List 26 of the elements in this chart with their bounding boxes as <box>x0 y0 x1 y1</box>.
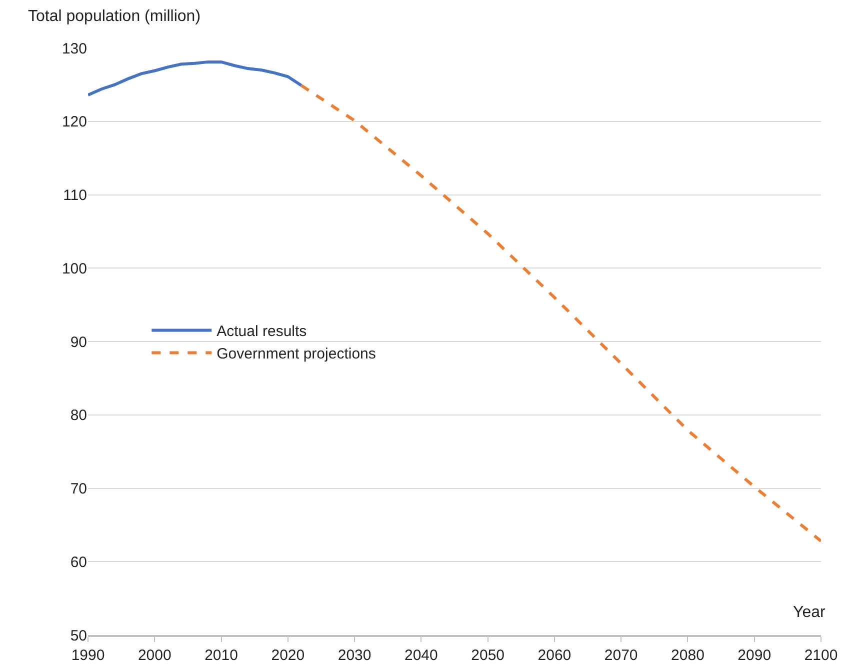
y-tick-label: 70 <box>70 480 87 498</box>
y-tick-label: 130 <box>62 40 87 58</box>
x-tick-label: 2100 <box>804 646 838 664</box>
x-tick-label: 2000 <box>138 646 172 664</box>
y-axis-title: Total population (million) <box>28 8 201 25</box>
line-series <box>88 60 303 96</box>
x-tick-label: 2070 <box>604 646 638 664</box>
legend-label: Actual results <box>216 323 307 340</box>
y-tick-label: 120 <box>62 114 87 131</box>
y-tick-label: 110 <box>63 187 87 204</box>
x-tick-label: 2060 <box>538 646 572 664</box>
x-tick-label: 2050 <box>471 646 505 664</box>
y-tick-label: 90 <box>70 334 87 351</box>
x-tick-label: 1990 <box>71 646 105 664</box>
x-tick-label: 2030 <box>338 646 372 664</box>
legend-label: Government projections <box>216 346 376 363</box>
x-tick-label: 2080 <box>671 646 704 664</box>
y-tick-label: 60 <box>70 554 87 571</box>
x-tick-label: 2020 <box>271 646 305 664</box>
y-tick-label: 100 <box>62 260 87 278</box>
x-tick-label: 2040 <box>404 646 438 664</box>
x-axis-title: Year <box>793 604 826 621</box>
x-tick-label: 2010 <box>204 646 238 664</box>
y-tick-label: 50 <box>70 627 87 644</box>
y-tick-label: 80 <box>70 407 87 424</box>
x-tick-label: 2090 <box>738 646 772 664</box>
